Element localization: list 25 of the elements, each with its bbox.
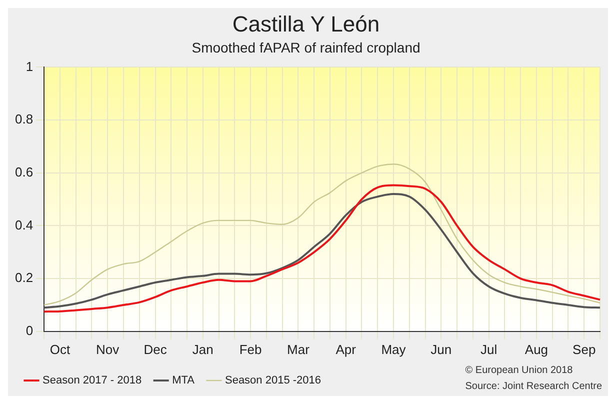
- x-tick-label: Oct: [50, 342, 70, 357]
- y-tick-label: 0.6: [14, 164, 34, 180]
- x-tick-label: May: [381, 342, 406, 357]
- x-tick-label: Nov: [96, 342, 120, 357]
- legend-label: MTA: [172, 374, 196, 387]
- x-tick-label: Dec: [144, 342, 168, 357]
- chart-title: Castilla Y León: [232, 11, 380, 36]
- y-tick-label: 1: [26, 58, 34, 74]
- y-tick-label: 0.8: [14, 112, 34, 127]
- x-tick-label: Jan: [192, 342, 214, 357]
- y-tick-label: 0.2: [14, 270, 34, 286]
- y-tick-label: 0.4: [14, 217, 34, 232]
- x-tick-label: Jun: [430, 342, 452, 357]
- x-tick-label: Jul: [480, 342, 498, 357]
- x-tick-label: Mar: [287, 342, 310, 357]
- text: © European Union 2018: [465, 364, 574, 376]
- chart-subtitle: Smoothed fAPAR of rainfed cropland: [192, 40, 420, 56]
- x-tick-label: Aug: [524, 342, 548, 357]
- x-tick-label: Apr: [336, 342, 357, 357]
- source-note: Source: Joint Research Centre: [465, 380, 602, 392]
- x-tick-label: Sep: [572, 342, 596, 357]
- legend-label: Season 2015 -2016: [224, 374, 322, 387]
- x-tick-label: Feb: [239, 342, 262, 357]
- y-tick-label: 0: [26, 322, 34, 338]
- legend-label: Season 2017 - 2018: [42, 374, 142, 387]
